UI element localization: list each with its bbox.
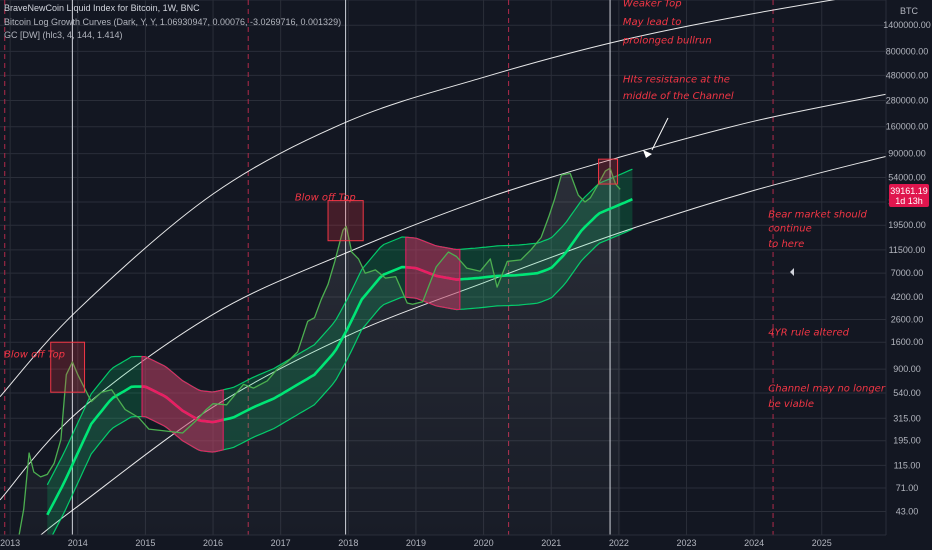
- legend-log-growth-curves[interactable]: Bitcoin Log Growth Curves (Dark, Y, Y, 1…: [4, 17, 342, 27]
- x-tick-label: 2025: [812, 538, 832, 548]
- gc-band-bear-segment: [141, 356, 224, 453]
- x-tick-label: 2024: [744, 538, 764, 548]
- x-tick-label: 2015: [135, 538, 155, 548]
- price-area: [16, 168, 621, 535]
- gc-band[interactable]: [46, 168, 633, 545]
- price-line: [18, 167, 621, 535]
- x-tick-label: 2022: [609, 538, 629, 548]
- time-axis[interactable]: 2013 2014 2015 2016 2017 2018 2019 2020 2021 2022…: [0, 534, 932, 550]
- x-tick-label: 2021: [541, 538, 561, 548]
- y-tick-label: 315.00: [893, 413, 921, 423]
- highlight-box: [50, 341, 86, 393]
- price-axis[interactable]: 1400000.00 800000.00 480000.00 280000.00 160…: [883, 0, 932, 550]
- y-tick-label: 11500.00: [889, 245, 926, 255]
- x-tick-label: 2019: [406, 538, 426, 548]
- y-tick-label: 280000.00: [886, 96, 929, 106]
- resistance-arrow-head: [643, 150, 652, 158]
- gc-band-bear-center: [142, 385, 224, 424]
- annotation-text: Channel may no longer: [768, 383, 886, 394]
- annotation-text: 4YR rule altered: [768, 327, 849, 338]
- scroll-handle-icon[interactable]: [790, 268, 794, 276]
- gc-band-fill: [47, 169, 633, 535]
- x-tick-label: 2017: [271, 538, 291, 548]
- y-tick-label: 480000.00: [886, 70, 929, 80]
- y-tick-label: 115.00: [894, 460, 921, 470]
- price-tag: 39161.19 1d 13h: [889, 184, 929, 207]
- y-tick-label: 7000.00: [891, 268, 924, 278]
- y-tick-label: 43.00: [896, 506, 919, 516]
- y-tick-label: 54000.00: [888, 173, 926, 183]
- highlight-box: [327, 200, 364, 242]
- annotation-text: be viable: [768, 399, 814, 410]
- price-tag-countdown: 1d 13h: [895, 196, 923, 206]
- x-tick-label: 2016: [203, 538, 223, 548]
- x-tick-label: 2023: [676, 538, 696, 548]
- price-line-group[interactable]: [17, 167, 621, 547]
- annotation-text: Blow off Top: [4, 350, 65, 361]
- x-tick-label: 2014: [68, 538, 88, 548]
- annotation-text: Bear market should: [768, 209, 867, 220]
- legend-symbol[interactable]: BraveNewCoin Liquid Index for Bitcoin, 1…: [4, 3, 200, 13]
- annotation-text: Blow off Top: [295, 193, 356, 204]
- x-tick-label: 2013: [0, 538, 20, 548]
- currency-label: BTC: [900, 6, 919, 16]
- y-tick-label: 4200.00: [891, 292, 924, 302]
- annotation-text: middle of the Channel: [623, 91, 734, 102]
- y-tick-label: 900.00: [893, 364, 921, 374]
- annotation-text: Weaker Top: [623, 0, 682, 9]
- y-tick-label: 540.00: [893, 388, 921, 398]
- annotation-text: prolonged bullrun: [622, 35, 712, 46]
- annotation-text: continue: [768, 224, 811, 235]
- y-tick-label: 90000.00: [888, 149, 926, 159]
- y-tick-label: 19500.00: [888, 220, 926, 230]
- annotations: Blow off Top Blow off Top Weaker Top May le…: [4, 0, 886, 410]
- highlight-box: [598, 158, 618, 185]
- resistance-arrow: [651, 117, 669, 151]
- highlight-boxes: [50, 158, 618, 393]
- y-tick-label: 800000.00: [886, 46, 929, 56]
- price-tag-value: 39161.19: [890, 186, 928, 196]
- y-tick-label: 2600.00: [891, 315, 924, 325]
- x-tick-label: 2020: [474, 538, 494, 548]
- annotation-text: to here: [768, 239, 804, 250]
- y-tick-label: 1400000.00: [883, 20, 931, 30]
- annotation-text: May lead to: [623, 17, 681, 28]
- price-area-fill: [16, 168, 621, 535]
- log-growth-curve: [0, 0, 836, 398]
- y-tick-label: 1600.00: [891, 337, 924, 347]
- y-tick-label: 160000.00: [886, 122, 929, 132]
- y-tick-label: 71.00: [896, 483, 919, 493]
- x-tick-label: 2018: [338, 538, 358, 548]
- annotation-text: HIts resistance at the: [623, 75, 730, 86]
- legend-gc[interactable]: GC [DW] (hlc3, 4, 144, 1.414): [4, 30, 123, 40]
- y-tick-label: 195.00: [893, 436, 921, 446]
